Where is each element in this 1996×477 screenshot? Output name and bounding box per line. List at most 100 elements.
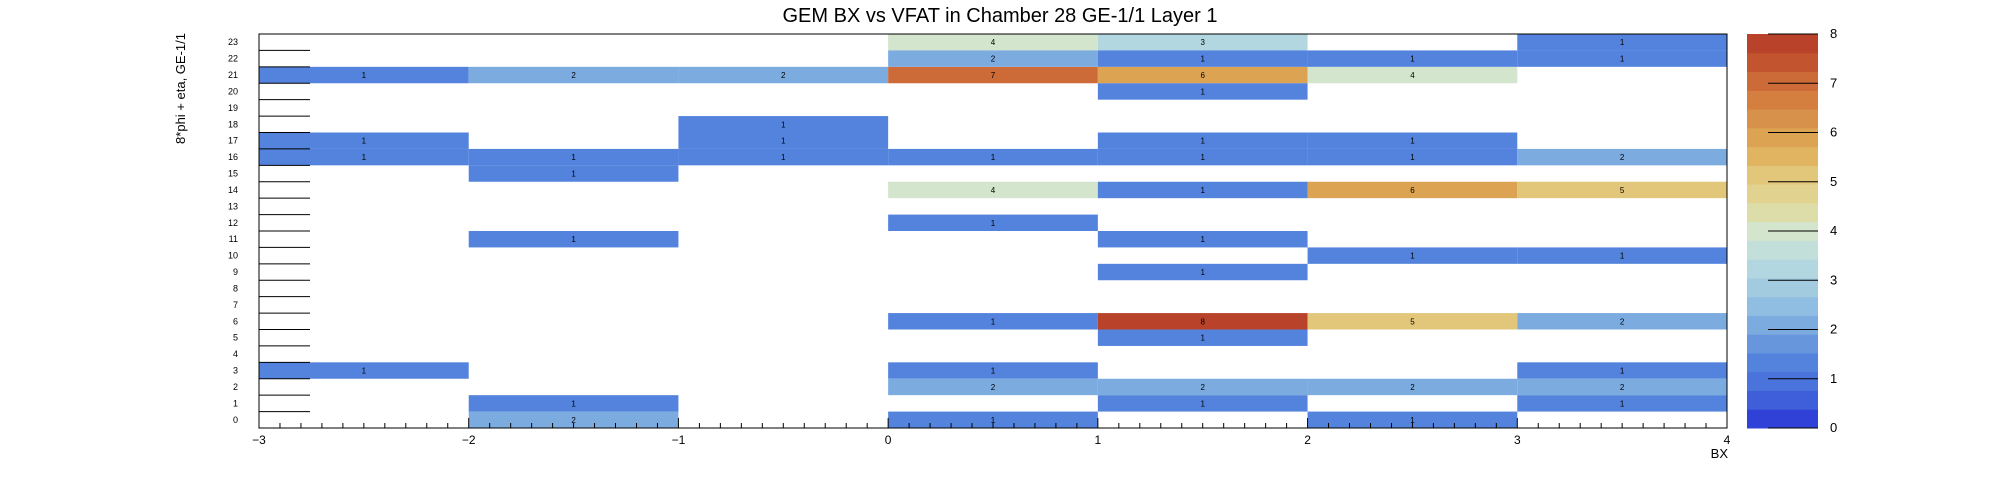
cell-value-label: 1 xyxy=(1200,153,1205,162)
heatmap-cell xyxy=(1097,148,1308,166)
cell-value-label: 1 xyxy=(1200,186,1205,195)
cell-value-label: 1 xyxy=(781,153,786,162)
cell-value-label: 1 xyxy=(1200,399,1205,408)
y-tick-label: 6 xyxy=(233,316,238,326)
cell-value-label: 1 xyxy=(991,219,996,228)
color-scale-swatch xyxy=(1747,146,1818,166)
heatmap-cell xyxy=(1307,313,1518,330)
color-scale-swatch xyxy=(1747,240,1818,260)
y-axis-label: 8*phi + eta, GE-1/1 xyxy=(173,33,188,144)
y-tick-label: 1 xyxy=(233,398,238,408)
color-scale-swatch xyxy=(1747,315,1818,335)
x-tick-label: 4 xyxy=(1724,433,1731,447)
heatmap-cell xyxy=(1097,34,1308,51)
x-tick-label: −3 xyxy=(252,433,266,447)
cell-value-label: 1 xyxy=(1410,153,1415,162)
heatmap-cell xyxy=(1097,132,1308,149)
cell-value-label: 2 xyxy=(571,71,576,80)
color-scale-swatch xyxy=(1747,352,1818,373)
cell-value-label: 1 xyxy=(781,137,786,146)
cell-value-label: 2 xyxy=(1200,383,1205,392)
y-tick-label: 20 xyxy=(228,86,238,96)
cell-value-label: 1 xyxy=(362,153,367,162)
cell-value-label: 4 xyxy=(991,38,996,47)
y-tick-label: 18 xyxy=(228,119,238,129)
cell-value-label: 1 xyxy=(991,153,996,162)
cell-value-label: 1 xyxy=(781,120,786,129)
cell-value-label: 1 xyxy=(571,153,576,162)
cell-value-label: 2 xyxy=(1620,383,1625,392)
cell-value-label: 1 xyxy=(1200,334,1205,343)
color-scale-swatch xyxy=(1747,202,1818,223)
heatmap-cell xyxy=(888,50,1098,67)
heatmap-cell xyxy=(678,66,889,84)
x-tick-label: 0 xyxy=(885,433,892,447)
cell-value-label: 1 xyxy=(571,399,576,408)
heatmap-cell xyxy=(1307,378,1518,396)
cell-value-label: 1 xyxy=(1620,55,1625,64)
cell-value-label: 1 xyxy=(571,235,576,244)
heatmap-cell xyxy=(1307,181,1518,199)
cell-value-label: 1 xyxy=(362,137,367,146)
cell-value-label: 2 xyxy=(1620,317,1625,326)
y-tick-label: 10 xyxy=(228,251,238,261)
heatmap-cell xyxy=(1307,247,1518,264)
cell-value-label: 6 xyxy=(1410,186,1415,195)
x-axis-label: BX xyxy=(1711,446,1729,461)
heatmap-cell xyxy=(1097,378,1308,396)
color-scale-label: 4 xyxy=(1830,223,1837,238)
cell-value-label: 1 xyxy=(991,317,996,326)
color-scale-label: 7 xyxy=(1830,75,1837,90)
cell-value-label: 1 xyxy=(1410,55,1415,64)
cell-value-label: 1 xyxy=(571,170,576,179)
cell-value-label: 1 xyxy=(1620,252,1625,261)
heatmap-cell xyxy=(1097,395,1308,412)
y-tick-label: 17 xyxy=(228,136,238,146)
heatmap-cell xyxy=(888,181,1098,199)
color-scale-swatch xyxy=(1747,109,1818,129)
heatmap-cell xyxy=(1517,395,1727,412)
cell-value-label: 5 xyxy=(1620,186,1625,195)
y-tick-label: 16 xyxy=(228,152,238,162)
cell-value-label: 2 xyxy=(571,416,576,425)
cell-value-label: 4 xyxy=(991,186,996,195)
y-tick-label: 21 xyxy=(228,70,238,80)
heatmap-cell xyxy=(468,231,679,248)
heatmap-cell xyxy=(888,34,1098,51)
color-scale-bar: 0 1 2 3 4 5 6 7 8 xyxy=(1747,26,1837,435)
cell-value-label: 8 xyxy=(1200,317,1205,326)
heatmap-cell xyxy=(468,66,679,84)
y-tick-label: 22 xyxy=(228,54,238,64)
heatmap-cell xyxy=(468,148,679,166)
cell-value-label: 1 xyxy=(1200,55,1205,64)
x-tick-label: 3 xyxy=(1514,433,1521,447)
heatmap-cell xyxy=(888,411,1098,428)
heatmap-cell xyxy=(468,165,679,182)
cell-value-label: 1 xyxy=(362,71,367,80)
y-tick-label: 14 xyxy=(228,185,238,195)
cell-value-label: 1 xyxy=(1620,399,1625,408)
y-tick-label: 0 xyxy=(233,415,238,425)
color-scale-swatch xyxy=(1747,259,1818,279)
heatmap-cell xyxy=(1097,181,1308,199)
heatmap-cell xyxy=(1097,50,1308,67)
cell-value-label: 1 xyxy=(1200,235,1205,244)
y-tick-label: 9 xyxy=(233,267,238,277)
heatmap-cell xyxy=(259,148,469,166)
x-tick-label: 2 xyxy=(1304,433,1311,447)
heatmap-cell xyxy=(678,116,889,133)
y-tick-label: 8 xyxy=(233,283,238,293)
cell-value-label: 1 xyxy=(1200,137,1205,146)
cell-value-label: 6 xyxy=(1200,71,1205,80)
x-tick-label: 1 xyxy=(1095,433,1102,447)
cell-value-label: 1 xyxy=(1200,87,1205,96)
cell-value-label: 1 xyxy=(1410,137,1415,146)
y-tick-label: 7 xyxy=(233,300,238,310)
cell-value-label: 2 xyxy=(1410,383,1415,392)
color-scale-label: 0 xyxy=(1830,420,1837,435)
color-scale-swatch xyxy=(1747,184,1818,204)
x-tick-label: −1 xyxy=(672,433,686,447)
